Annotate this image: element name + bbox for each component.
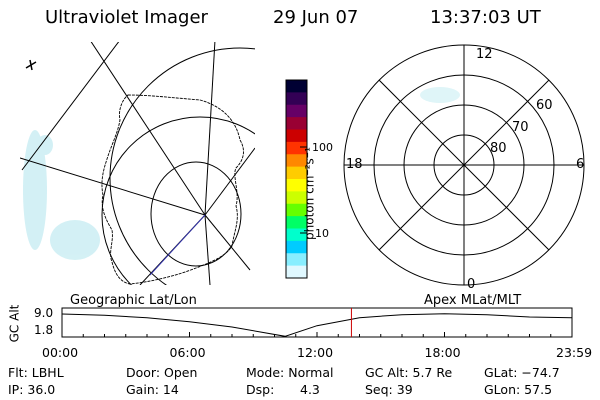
- colorbar-band: [286, 265, 307, 279]
- colorbar-band: [286, 104, 307, 118]
- x-tick-label: 23:59: [556, 345, 593, 360]
- date-label: 29 Jun 07: [273, 7, 359, 28]
- mlat-label-60: 60: [536, 98, 553, 113]
- mode-label: Mode: Normal: [246, 365, 334, 380]
- dsp-value: 4.3: [300, 382, 320, 397]
- colorbar-band: [286, 203, 307, 217]
- colorbar-band: [286, 240, 307, 254]
- gcalt-ytick-low: 1.8: [34, 323, 54, 337]
- time-label: 13:37:03 UT: [430, 7, 541, 28]
- colorbar-band: [286, 129, 307, 143]
- glat-label: GLat: −74.7: [484, 365, 560, 380]
- colorbar-band: [286, 166, 307, 180]
- gain-label: Gain: 14: [126, 382, 179, 397]
- mlt-label-12: 12: [476, 47, 493, 62]
- dsp-label: Dsp:: [246, 382, 275, 397]
- lat-circle-inner: [150, 161, 242, 267]
- colorbar-band: [286, 117, 307, 130]
- mlt-label-6: 6: [576, 157, 585, 172]
- x-tick-label: 12:00: [297, 345, 334, 360]
- x-tick-label: 00:00: [42, 345, 79, 360]
- instrument-title: Ultraviolet Imager: [45, 7, 208, 28]
- apex-label: Apex MLat/MLT: [424, 293, 522, 308]
- door-label: Door: Open: [126, 365, 198, 380]
- geographic-label: Geographic Lat/Lon: [70, 293, 197, 308]
- colorbar-tick-10: 10: [315, 227, 329, 240]
- colorbar-band: [286, 191, 307, 205]
- colorbar-band: [286, 253, 307, 267]
- seq-label: Seq: 39: [365, 382, 413, 397]
- filter-label: Flt: LBHL: [8, 365, 64, 380]
- gcalt-axis-label: GC Alt: [7, 304, 22, 343]
- mlt-label-18: 18: [346, 157, 363, 172]
- colorbar-band: [286, 141, 307, 155]
- colorbar-band: [286, 228, 307, 242]
- lat-circle-mid: [101, 116, 255, 285]
- colorbar-band: [286, 80, 307, 93]
- lat-circle-outer: [109, 47, 255, 285]
- colorbar-band: [286, 179, 307, 192]
- mlt-label-0: 0: [467, 277, 476, 292]
- ip-label: IP: 36.0: [8, 382, 56, 397]
- mlat-label-70: 70: [512, 120, 529, 135]
- colorbar-band: [286, 154, 307, 168]
- colorbar-band: [286, 92, 307, 106]
- glon-label: GLon: 57.5: [484, 382, 553, 397]
- x-tick-label: 06:00: [169, 345, 206, 360]
- colorbar-band: [286, 216, 307, 229]
- gcalt-readout: GC Alt: 5.7 Re: [365, 365, 453, 380]
- x-tick-label: 18:00: [424, 345, 461, 360]
- gcalt-series-line: [61, 313, 573, 337]
- gcalt-ytick-high: 9.0: [34, 306, 54, 320]
- mlat-label-80: 80: [490, 141, 507, 156]
- colorbar-tick-100: 100: [312, 141, 333, 154]
